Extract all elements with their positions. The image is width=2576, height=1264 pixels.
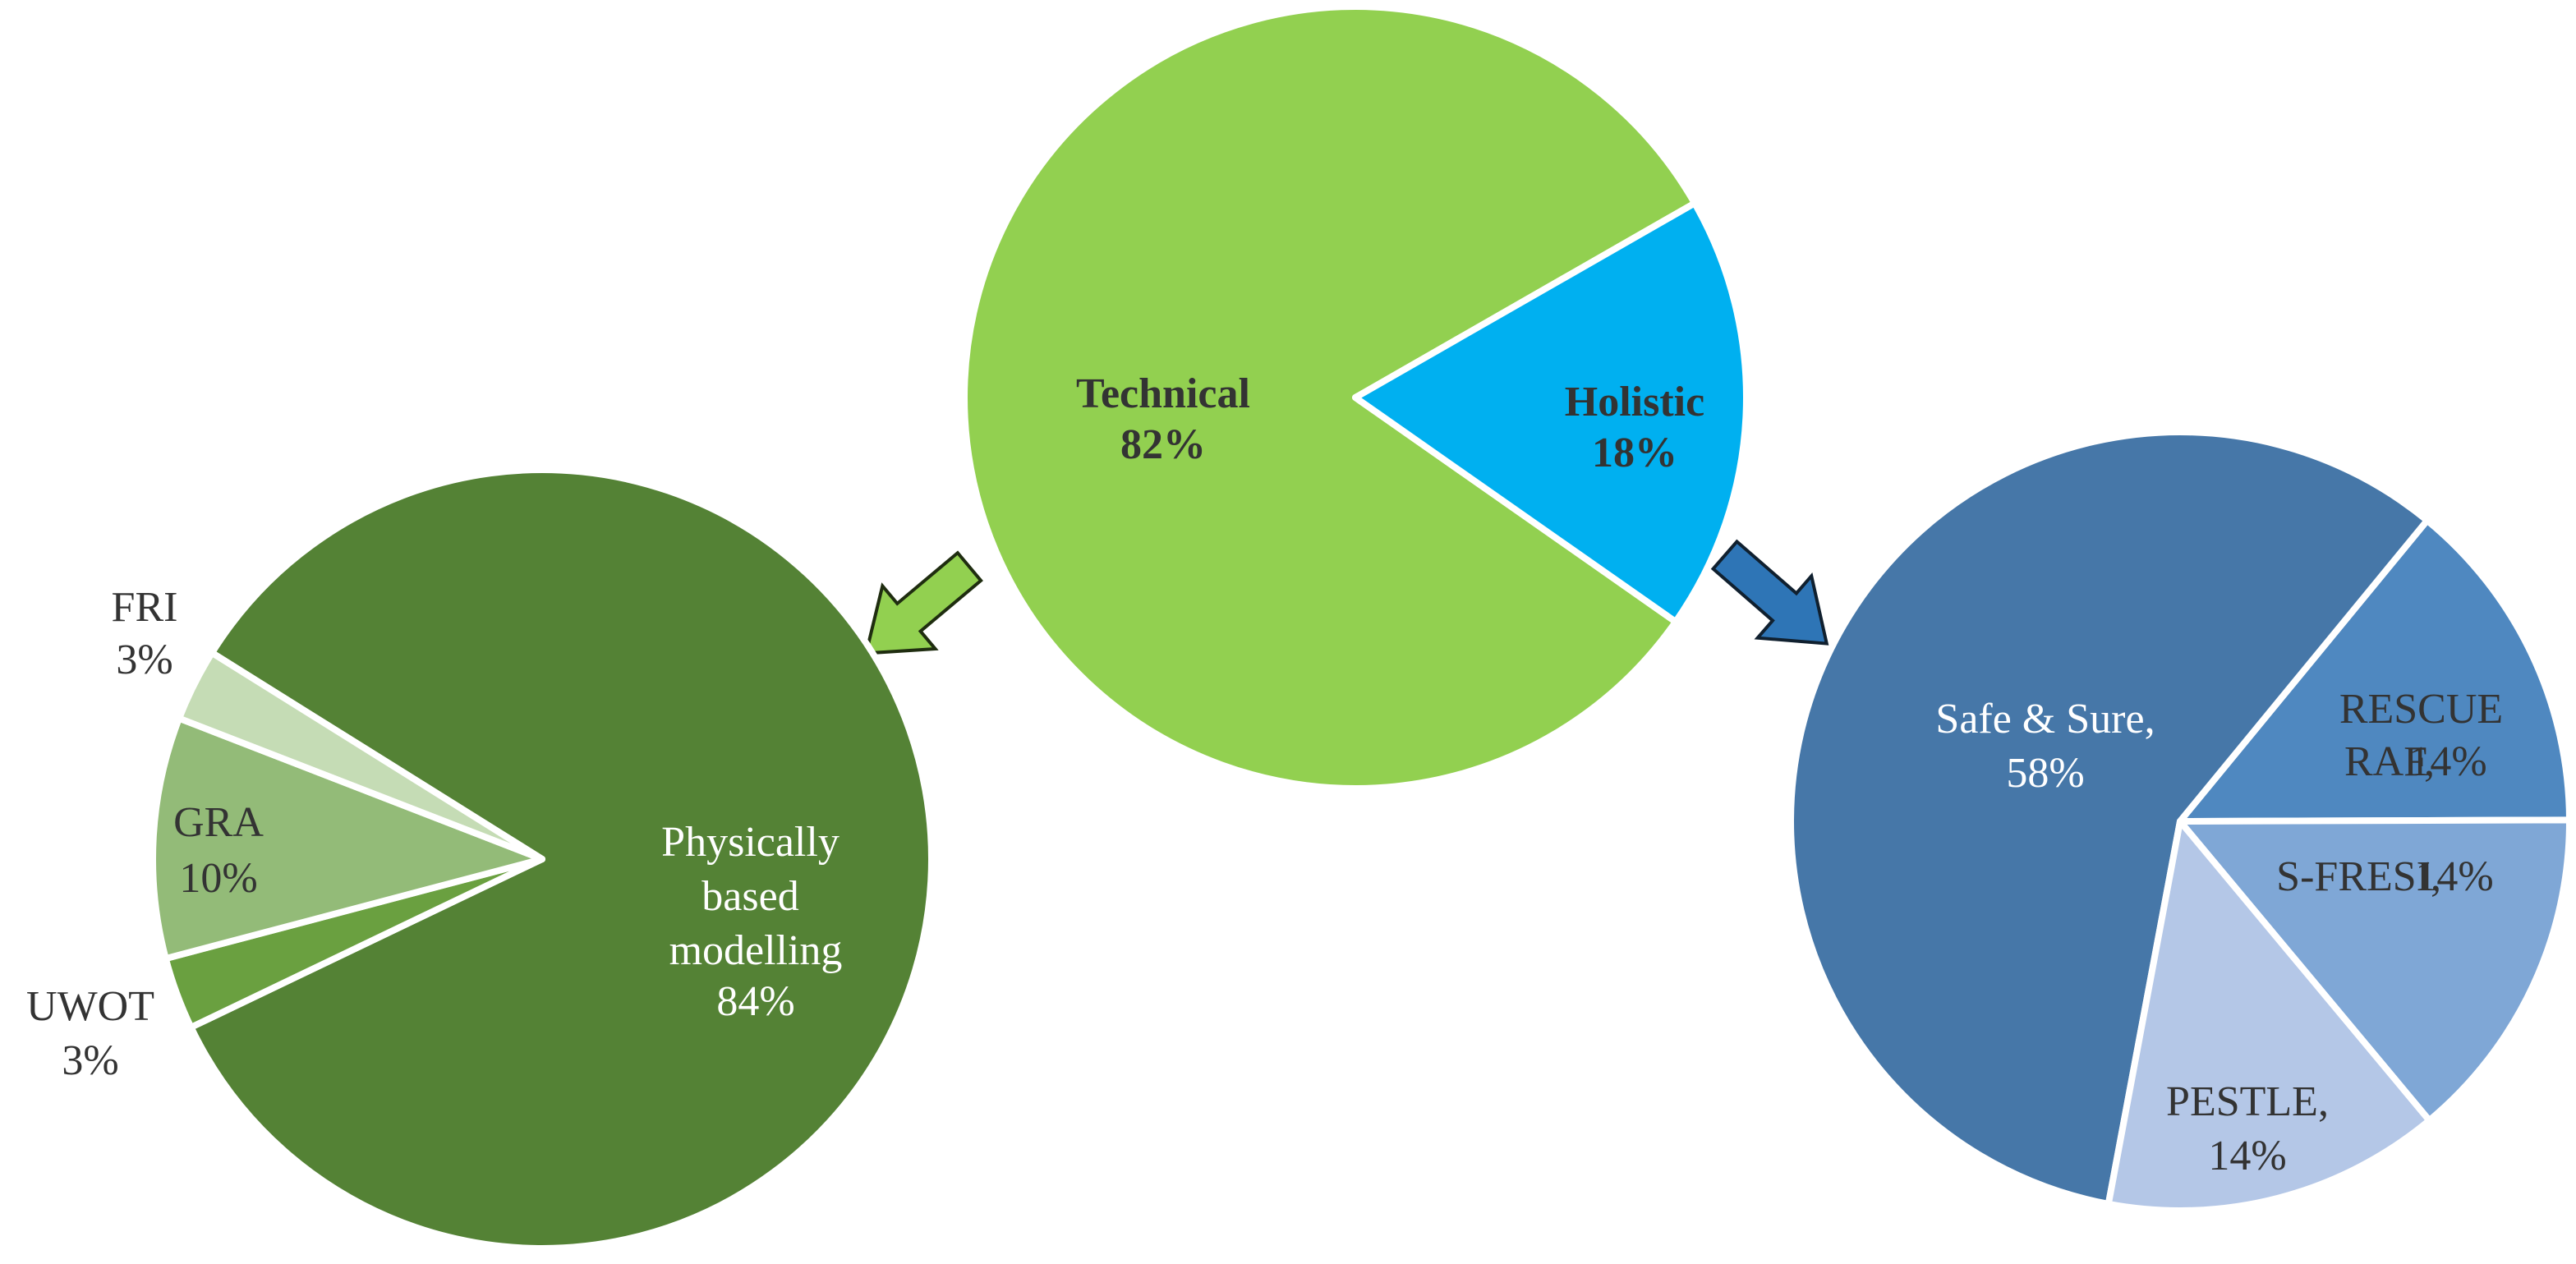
pie-slice bbox=[187, 467, 935, 1252]
slice-value-label: 18% bbox=[1592, 430, 1677, 476]
arrow-left bbox=[863, 550, 983, 655]
slice-label: Holistic bbox=[1565, 379, 1704, 425]
slice-value-label: 3% bbox=[116, 637, 172, 683]
pie-slice bbox=[961, 3, 1699, 792]
pie-slice bbox=[150, 715, 545, 963]
pie-slice bbox=[2177, 816, 2574, 1124]
slice-value-label: 3% bbox=[62, 1037, 118, 1084]
arrow-right bbox=[1710, 539, 1829, 646]
pie-slice bbox=[2104, 818, 2433, 1214]
pie bbox=[1787, 429, 2574, 1214]
pie bbox=[961, 3, 1750, 792]
slice-label: Technical bbox=[1076, 370, 1250, 417]
slice-label: PESTLE, bbox=[2166, 1078, 2329, 1125]
slice-value-label: 58% bbox=[2006, 750, 2084, 797]
pie-slice bbox=[1787, 429, 2431, 1207]
slice-label: UWOT bbox=[26, 983, 154, 1030]
slice-label: S-FRESI, bbox=[2276, 853, 2441, 900]
slice-value-label: 14% bbox=[2408, 738, 2486, 785]
slice-value-label: 14% bbox=[2208, 1133, 2286, 1179]
slice-label: GRA bbox=[173, 799, 264, 846]
slice-label: Safe & Sure, bbox=[1935, 696, 2155, 742]
slice-label: Physically based modelling bbox=[661, 819, 850, 974]
pie-slice bbox=[1352, 200, 1750, 626]
slice-label: RESCUE RAF, bbox=[2339, 686, 2514, 785]
slice-value-label: 84% bbox=[716, 978, 794, 1025]
slice-value-label: 82% bbox=[1120, 421, 1206, 468]
slice-value-label: 14% bbox=[2415, 853, 2493, 900]
pie bbox=[150, 467, 935, 1252]
slice-label: FRI bbox=[112, 584, 178, 631]
slice-value-label: 10% bbox=[179, 855, 257, 902]
pie-slice bbox=[176, 649, 545, 862]
pie-slice bbox=[2177, 517, 2573, 825]
